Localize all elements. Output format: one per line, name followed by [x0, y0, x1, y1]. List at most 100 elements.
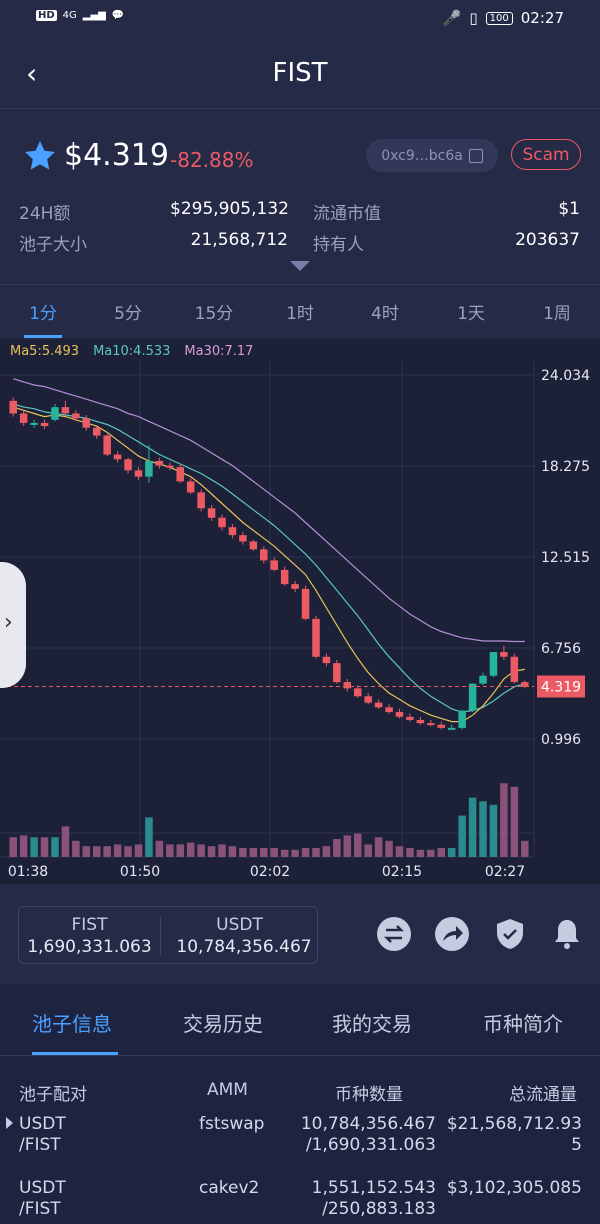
volume-bar [218, 844, 226, 857]
volume-bar [479, 801, 487, 857]
details-panel [0, 984, 600, 1224]
ma30-line [13, 378, 525, 643]
copy-icon[interactable] [468, 148, 483, 163]
candle-body [30, 422, 38, 425]
mcap-value: $1 [558, 199, 580, 219]
candle-body [385, 707, 393, 713]
back-arrow-icon[interactable]: ‹ [26, 57, 38, 90]
volume-bar [51, 837, 59, 857]
bell-icon[interactable] [549, 916, 585, 952]
candle-body [249, 541, 258, 550]
candle-body [458, 710, 466, 728]
candle-body [197, 492, 205, 509]
holders-label: 持有人 [313, 235, 364, 255]
ma5-label: Ma5:5.493 [10, 344, 80, 359]
y-tick-label: 6.756 [541, 641, 581, 657]
page-title: FIST [272, 58, 328, 88]
tab-1m[interactable]: 1分 [29, 304, 57, 324]
tab-4h[interactable]: 4时 [371, 304, 399, 324]
col-amm-header: AMM [207, 1080, 248, 1100]
candlestick-chart[interactable]: 24.034 18.275 12.515 6.756 0.996 01:38 01:50 02… [0, 339, 600, 884]
candle-body [92, 427, 101, 436]
candle-body [301, 588, 310, 619]
candle-body [333, 663, 341, 683]
y-tick-label: 12.515 [541, 550, 590, 566]
contract-address-button[interactable]: 0xc9…bc6a [366, 139, 498, 172]
tab-my-trades[interactable]: 我的交易 [332, 1012, 412, 1036]
volume-bar [301, 848, 310, 857]
volume-bar [270, 848, 278, 857]
candle-body [322, 656, 331, 664]
candle-body [61, 407, 70, 414]
volume-bar [406, 848, 414, 857]
volume-bar [374, 837, 383, 857]
tab-pool-info[interactable]: 池子信息 [32, 1012, 112, 1036]
signal-icon: ▂▄▆ [82, 10, 106, 21]
candle-body [489, 652, 498, 676]
status-bar: HD 4G ▂▄▆ 💬 🎤 ▯ 100 02:27 [0, 0, 600, 38]
volume-bar [427, 849, 435, 857]
amount-top: 1,551,152.543 [311, 1178, 436, 1198]
volume-bar [228, 846, 237, 857]
x-tick-label: 02:27 [485, 864, 525, 880]
pair-top: USDT [19, 1178, 66, 1198]
price-chart[interactable]: 24.034 18.275 12.515 6.756 0.996 01:38 01:50 02… [0, 339, 600, 884]
volume-bar [92, 846, 101, 857]
hd-badge: HD [36, 10, 57, 21]
side-drawer-handle[interactable]: › [0, 562, 26, 688]
volume-bar [312, 848, 320, 857]
header-divider [0, 108, 600, 109]
candle-body [218, 517, 226, 528]
col-total-header: 总流通量 [509, 1085, 577, 1105]
volume-bar [343, 835, 352, 857]
wechat-icon: 💬 [111, 10, 125, 21]
share-icon[interactable] [434, 916, 470, 952]
fist-label: FIST [71, 915, 108, 935]
amm-name: cakev2 [199, 1178, 260, 1198]
tab-1w[interactable]: 1周 [543, 304, 571, 324]
timeframe-tabs: 1分 5分 15分 1时 4时 1天 1周 [0, 284, 600, 338]
price-change: -82.88% [170, 148, 254, 172]
candle-body [113, 454, 122, 460]
tab-trade-history[interactable]: 交易历史 [183, 1012, 263, 1036]
tab-1h[interactable]: 1时 [286, 304, 314, 324]
amount-bottom: /1,690,331.063 [305, 1135, 436, 1155]
ma10-label: Ma10:4.533 [93, 344, 171, 359]
ma10-line [13, 403, 525, 713]
expand-caret-icon[interactable] [290, 261, 310, 271]
tab-1d[interactable]: 1天 [457, 304, 485, 324]
ma5-line [13, 406, 525, 723]
mic-icon: 🎤 [442, 9, 462, 27]
tab-token-intro[interactable]: 币种简介 [483, 1012, 563, 1036]
col-amount-header: 币种数量 [335, 1085, 403, 1105]
candle-body [291, 584, 299, 589]
total-liquidity: $21,568,712.93 [446, 1114, 582, 1134]
volume-bar [197, 844, 205, 857]
tab-15m[interactable]: 15分 [194, 304, 234, 324]
tab-5m[interactable]: 5分 [114, 304, 142, 324]
total-liquidity: $3,102,305.085 [446, 1178, 582, 1198]
amm-name: fstswap [199, 1114, 265, 1134]
swap-icon[interactable] [376, 916, 412, 952]
pair-bottom: /FIST [19, 1199, 61, 1219]
volume-bar [521, 840, 529, 857]
shield-check-icon[interactable] [492, 916, 528, 952]
volume-bar [280, 849, 289, 857]
candle-body [239, 535, 247, 542]
current-price-label: 4.319 [541, 679, 581, 695]
usdt-label: USDT [216, 915, 263, 935]
candle-body [395, 712, 404, 717]
volume-bar [40, 837, 49, 857]
x-tick-label: 01:50 [120, 864, 160, 880]
volume-label: 24H额 [19, 204, 71, 224]
candle-body [312, 618, 320, 657]
volume-bar [333, 839, 341, 857]
candle-body [343, 682, 352, 689]
candle-body [510, 656, 519, 683]
token-price: $4.319 [64, 138, 169, 173]
favorite-star-icon[interactable] [22, 138, 58, 174]
candle-body [500, 652, 508, 657]
candle-body [416, 719, 425, 724]
candle-body [260, 549, 268, 561]
candle-body [82, 418, 91, 428]
